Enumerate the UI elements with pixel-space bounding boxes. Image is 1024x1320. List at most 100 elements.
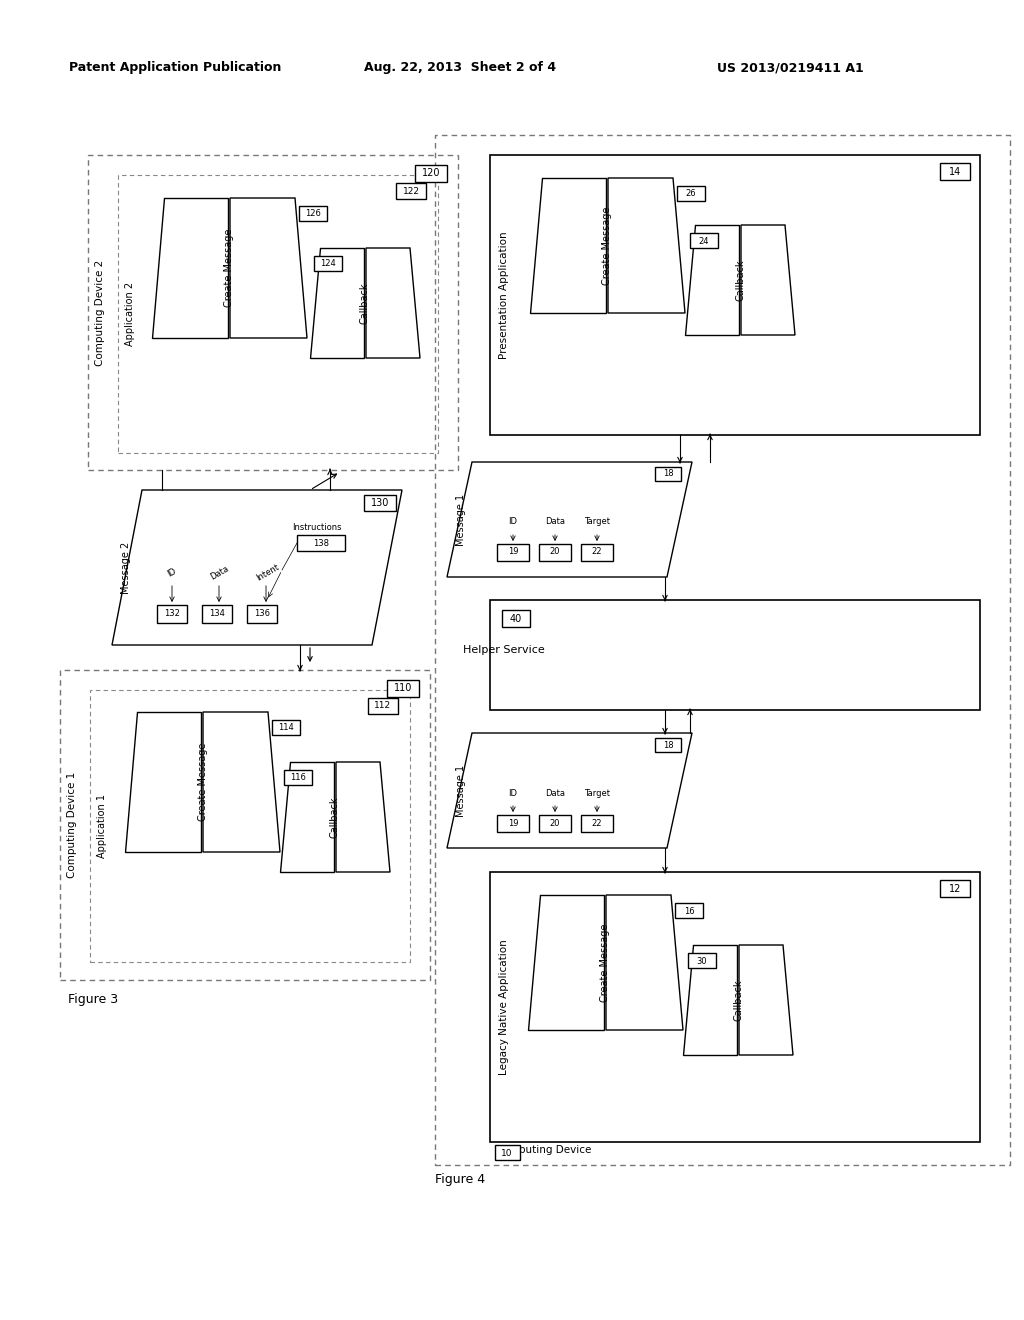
Text: Target: Target — [584, 788, 610, 797]
Bar — [940, 162, 970, 180]
Text: 18: 18 — [663, 470, 674, 479]
Polygon shape — [125, 711, 201, 851]
Bar — [502, 610, 530, 627]
Polygon shape — [336, 762, 390, 873]
Text: 122: 122 — [402, 186, 420, 195]
Text: 18: 18 — [663, 741, 674, 750]
Bar — [415, 165, 447, 182]
Text: 22: 22 — [592, 548, 602, 557]
Bar — [88, 154, 458, 470]
Text: Patent Application Publication: Patent Application Publication — [69, 62, 282, 74]
Text: Create Message: Create Message — [600, 923, 610, 1002]
Text: Computing Device: Computing Device — [495, 1144, 592, 1155]
Bar — [364, 495, 396, 511]
Text: 19: 19 — [508, 548, 518, 557]
Text: Application 1: Application 1 — [97, 795, 106, 858]
Text: 19: 19 — [508, 818, 518, 828]
Bar — [581, 814, 613, 832]
Text: Presentation Application: Presentation Application — [499, 231, 509, 359]
Polygon shape — [447, 462, 692, 577]
Text: US 2013/0219411 A1: US 2013/0219411 A1 — [717, 62, 863, 74]
Bar — [677, 186, 705, 201]
Polygon shape — [683, 945, 737, 1055]
Text: Target: Target — [584, 517, 610, 527]
Bar — [90, 690, 410, 962]
Text: ID: ID — [509, 788, 517, 797]
Text: 138: 138 — [313, 539, 329, 548]
Bar — [299, 206, 327, 220]
Bar — [581, 544, 613, 561]
Bar — [675, 903, 703, 917]
Text: Callback: Callback — [330, 796, 340, 838]
Text: Computing Device 2: Computing Device 2 — [95, 259, 105, 366]
Bar — [490, 873, 980, 1142]
Text: Aug. 22, 2013  Sheet 2 of 4: Aug. 22, 2013 Sheet 2 of 4 — [364, 62, 556, 74]
Text: Message 1: Message 1 — [456, 494, 466, 545]
Text: 14: 14 — [949, 168, 962, 177]
Bar — [940, 880, 970, 898]
Bar — [247, 605, 278, 623]
Bar — [690, 234, 718, 248]
Bar — [387, 680, 419, 697]
Polygon shape — [230, 198, 307, 338]
Bar — [297, 535, 345, 550]
Text: Data: Data — [545, 788, 565, 797]
Text: 20: 20 — [550, 818, 560, 828]
Bar — [118, 176, 438, 453]
Text: 132: 132 — [164, 610, 180, 619]
Polygon shape — [608, 178, 685, 313]
Text: 136: 136 — [254, 610, 270, 619]
Text: Intent: Intent — [255, 562, 281, 583]
Text: 116: 116 — [290, 774, 306, 783]
Polygon shape — [528, 895, 604, 1030]
Text: Figure 3: Figure 3 — [68, 994, 118, 1006]
Text: 12: 12 — [949, 884, 962, 894]
Bar — [202, 605, 232, 623]
Bar — [490, 601, 980, 710]
Text: Callback: Callback — [733, 979, 743, 1020]
Text: Create Message: Create Message — [224, 228, 234, 308]
Text: 24: 24 — [698, 236, 710, 246]
Text: Legacy Native Application: Legacy Native Application — [499, 939, 509, 1074]
Bar — [539, 814, 571, 832]
Text: Create Message: Create Message — [602, 206, 612, 285]
Bar — [396, 183, 426, 199]
Text: 124: 124 — [321, 260, 336, 268]
Bar — [157, 605, 187, 623]
Bar — [655, 467, 681, 480]
Bar — [272, 719, 300, 735]
Text: ID: ID — [509, 517, 517, 527]
Text: 126: 126 — [305, 210, 321, 219]
Bar — [495, 1144, 520, 1160]
Polygon shape — [447, 733, 692, 847]
Text: 112: 112 — [375, 701, 391, 710]
Polygon shape — [112, 490, 402, 645]
Text: Application 2: Application 2 — [125, 282, 135, 346]
Polygon shape — [310, 248, 364, 358]
Text: 134: 134 — [209, 610, 225, 619]
Text: Data: Data — [209, 564, 230, 582]
Text: 20: 20 — [550, 548, 560, 557]
Bar — [688, 953, 716, 968]
Polygon shape — [606, 895, 683, 1030]
Text: Create Message: Create Message — [198, 743, 208, 821]
Text: 22: 22 — [592, 818, 602, 828]
Text: Figure 4: Figure 4 — [435, 1173, 485, 1187]
Text: Data: Data — [545, 517, 565, 527]
Polygon shape — [685, 224, 739, 335]
Text: Computing Device 1: Computing Device 1 — [67, 772, 77, 878]
Polygon shape — [152, 198, 228, 338]
Bar — [539, 544, 571, 561]
Bar — [490, 154, 980, 436]
Polygon shape — [739, 945, 793, 1055]
Text: 130: 130 — [371, 498, 389, 508]
Bar — [655, 738, 681, 752]
Polygon shape — [741, 224, 795, 335]
Polygon shape — [203, 711, 280, 851]
Bar — [314, 256, 342, 271]
Text: 120: 120 — [422, 168, 440, 178]
Text: Instructions: Instructions — [292, 524, 341, 532]
Text: 16: 16 — [684, 907, 694, 916]
Bar — [497, 814, 529, 832]
Text: Callback: Callback — [360, 282, 370, 323]
